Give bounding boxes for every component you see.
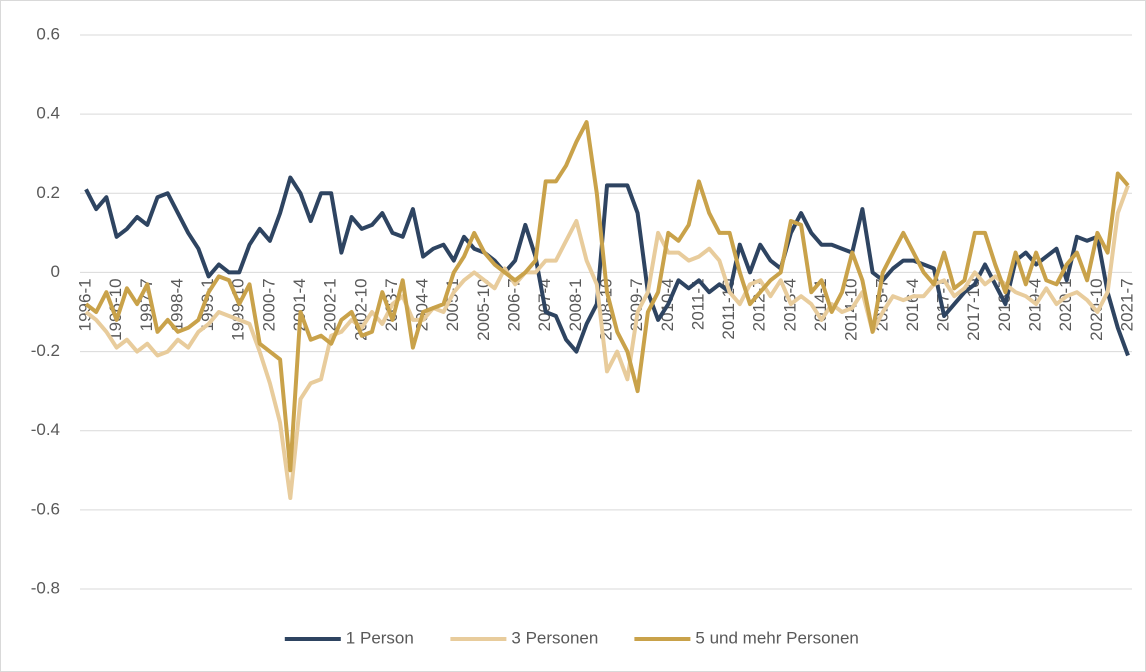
x-tick-label: 2006-7 xyxy=(505,278,524,331)
x-tick-label: 1996-10 xyxy=(106,278,125,340)
legend-label: 3 Personen xyxy=(511,628,598,647)
x-tick-label: 2021-7 xyxy=(1117,278,1136,331)
x-tick-label: 2015-7 xyxy=(872,278,891,331)
y-tick-label: -0.6 xyxy=(31,499,60,518)
y-tick-label: 0 xyxy=(51,262,60,281)
x-tick-label: 2017-10 xyxy=(964,278,983,340)
data-line xyxy=(84,175,1130,357)
data-line xyxy=(84,120,1130,473)
x-tick-label: 2012-7 xyxy=(750,278,769,331)
x-tick-label: 2004-4 xyxy=(413,278,432,331)
x-tick-label: 2020-1 xyxy=(1056,278,1075,331)
y-tick-label: 0.2 xyxy=(36,183,60,202)
legend-label: 1 Person xyxy=(346,628,414,647)
x-tick-label: 1998-4 xyxy=(167,278,186,331)
x-tick-label: 2000-7 xyxy=(259,278,278,331)
y-tick-label: -0.2 xyxy=(31,341,60,360)
y-tick-label: -0.4 xyxy=(31,420,60,439)
x-tick-label: 2009-7 xyxy=(627,278,646,331)
data-line xyxy=(84,184,1130,500)
x-tick-label: 2005-10 xyxy=(474,278,493,340)
y-tick-label: -0.8 xyxy=(31,578,60,597)
y-tick-label: 0.6 xyxy=(36,24,60,43)
x-tick-label: 2016-4 xyxy=(903,278,922,331)
x-tick-label: 2002-1 xyxy=(321,278,340,331)
x-tick-label: 2011-1 xyxy=(688,278,707,330)
x-tick-label: 2008-1 xyxy=(566,278,585,331)
legend-label: 5 und mehr Personen xyxy=(695,628,859,647)
y-tick-label: 0.4 xyxy=(36,104,60,123)
x-tick-label: 1996-1 xyxy=(75,278,94,331)
